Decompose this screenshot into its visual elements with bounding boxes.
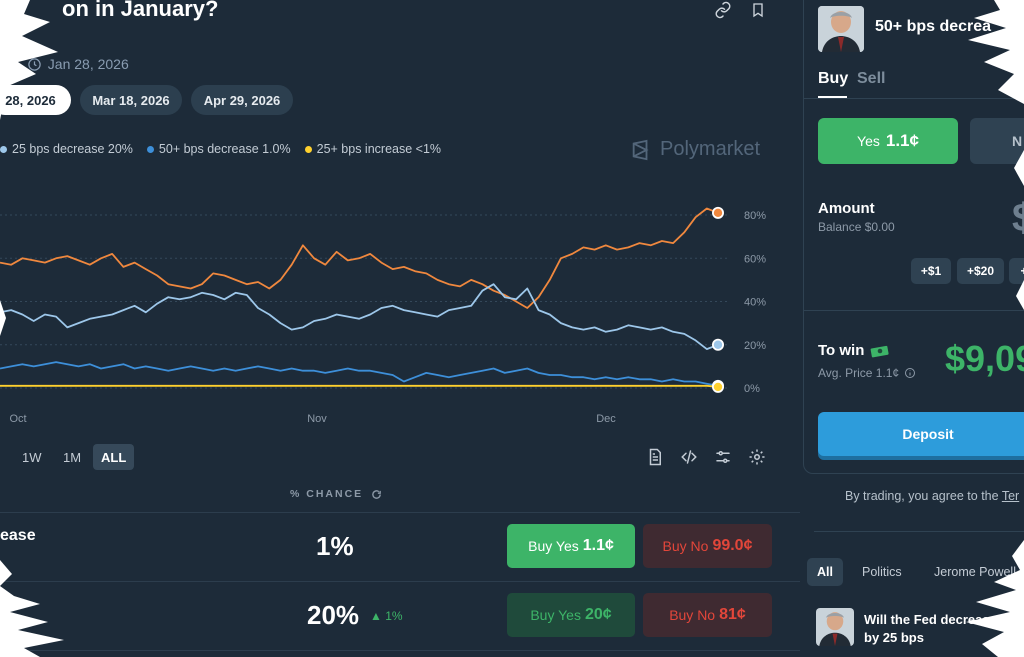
price-chart[interactable]: 80% 60% 40% 20% 0% Oct Nov Dec <box>0 195 780 435</box>
add-20-button[interactable]: +$20 <box>957 258 1004 284</box>
x-tick-label: Oct <box>9 413 26 425</box>
outcome-pct: 20% <box>307 600 360 630</box>
outcome-name: e <box>6 598 15 615</box>
tabs-divider <box>803 98 1024 99</box>
series-line <box>0 384 719 388</box>
panel-divider <box>803 310 1024 311</box>
embed-code-icon[interactable] <box>680 448 698 466</box>
date-pill-mar[interactable]: Mar 18, 2026 <box>80 85 182 115</box>
x-tick-label: Dec <box>596 413 616 425</box>
date-pill-jan[interactable]: 28, 2026 <box>0 85 71 115</box>
related-market-title[interactable]: Will the Fed decrease rates by 25 bps <box>864 612 1024 645</box>
y-tick-label: 40% <box>744 297 766 309</box>
y-tick-label: 60% <box>744 253 766 265</box>
y-tick-label: 80% <box>744 210 766 222</box>
up-triangle-icon: ▲ <box>370 609 382 623</box>
to-win-label: To win <box>818 342 890 359</box>
tab-sell[interactable]: Sell <box>857 70 886 87</box>
payout-value: $9,09 <box>945 338 1024 379</box>
outcome-pct: 1% <box>316 531 354 561</box>
series-line <box>0 361 719 387</box>
filter-politics[interactable]: Politics <box>862 565 902 579</box>
clock-icon <box>27 57 42 72</box>
polymarket-watermark: Polymarket <box>630 138 760 161</box>
outcome-yes-button[interactable]: Yes 1.1¢ <box>818 118 958 164</box>
bookmark-icon[interactable] <box>748 0 768 20</box>
range-1w[interactable]: 1W <box>22 449 42 465</box>
chance-header: % CHANCE <box>290 488 382 500</box>
y-tick-label: 20% <box>744 340 766 352</box>
balance-label: Balance $0.00 <box>818 220 895 234</box>
money-icon <box>870 345 889 357</box>
series-line <box>0 283 719 350</box>
tab-underline <box>818 96 847 98</box>
date-pill-apr[interactable]: Apr 29, 2026 <box>191 85 293 115</box>
amount-input[interactable]: $ <box>1012 196 1024 240</box>
terms-link[interactable]: Ter <box>1001 489 1020 503</box>
y-tick-label: 0% <box>744 383 760 395</box>
add-more-button[interactable]: + <box>1009 258 1024 284</box>
range-all[interactable]: ALL <box>93 444 135 470</box>
buy-yes-button[interactable]: Buy Yes 1.1¢ <box>507 524 635 568</box>
outcome-name: ease <box>0 527 36 544</box>
legend-item: 50+ bps decrease 1.0% <box>146 142 291 156</box>
buy-yes-button[interactable]: Buy Yes 20¢ <box>507 593 635 637</box>
polymarket-logo-icon <box>632 139 649 160</box>
meta-prefix: ol. <box>0 56 15 72</box>
document-icon[interactable] <box>646 448 664 466</box>
section-divider <box>814 531 1024 532</box>
legend-item: 25 bps decrease 20% <box>0 142 133 156</box>
outcome-no-button[interactable]: N <box>970 118 1024 164</box>
row-divider <box>0 512 800 513</box>
series-endpoint <box>713 382 723 392</box>
row-divider <box>0 581 800 582</box>
series-endpoint <box>713 340 723 349</box>
filter-jerome-powell[interactable]: Jerome Powell <box>934 565 1016 579</box>
filter-all[interactable]: All <box>807 558 843 586</box>
deposit-button[interactable]: Deposit <box>818 412 1024 456</box>
sliders-icon[interactable] <box>714 448 732 466</box>
legend-item: 25+ bps increase <1% <box>304 142 441 156</box>
info-icon <box>905 368 916 378</box>
refresh-icon <box>372 489 382 499</box>
add-1-button[interactable]: +$1 <box>911 258 951 284</box>
amount-label: Amount <box>818 200 875 217</box>
series-endpoint <box>713 208 723 218</box>
chart-legend: 25 bps decrease 20% 50+ bps decrease 1.0… <box>0 142 441 156</box>
market-title: on in January? <box>62 0 219 21</box>
terms-text: By trading, you agree to the Ter <box>845 489 1020 503</box>
row-divider <box>0 650 800 651</box>
copy-link-icon[interactable] <box>713 0 733 20</box>
buy-no-button[interactable]: Buy No 81¢ <box>643 593 772 637</box>
buy-no-button[interactable]: Buy No 99.0¢ <box>643 524 772 568</box>
range-1m[interactable]: 1M <box>63 449 82 465</box>
market-avatar <box>818 6 864 52</box>
market-meta: ol. Jan 28, 2026 <box>0 56 129 72</box>
end-date: Jan 28, 2026 <box>47 56 129 72</box>
settings-gear-icon[interactable] <box>748 448 766 466</box>
avg-price: Avg. Price 1.1¢ <box>818 366 916 380</box>
x-tick-label: Nov <box>307 413 327 425</box>
outcome-change: ▲ 1% <box>370 609 403 623</box>
related-avatar <box>816 608 854 646</box>
tab-buy[interactable]: Buy <box>818 70 849 87</box>
series-line <box>0 207 719 309</box>
trade-title: 50+ bps decrea <box>875 18 992 35</box>
